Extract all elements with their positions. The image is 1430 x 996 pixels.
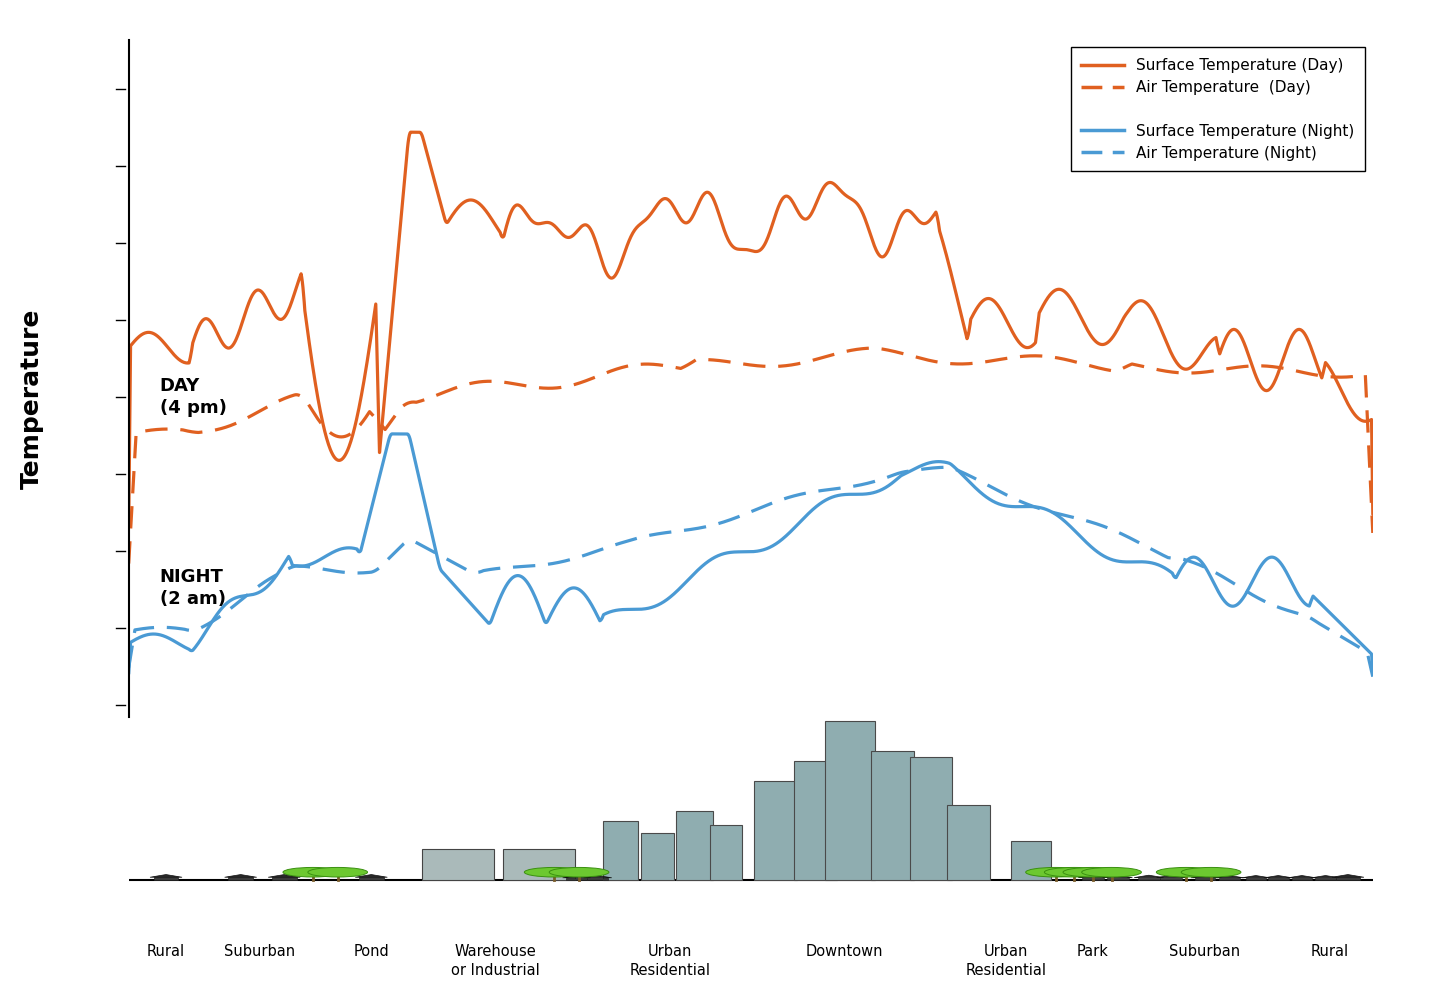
Bar — [1220, 877, 1240, 880]
Circle shape — [1025, 868, 1085, 877]
Text: Downtown: Downtown — [805, 944, 882, 959]
Circle shape — [549, 868, 609, 877]
Polygon shape — [583, 875, 612, 877]
Text: Park: Park — [1077, 944, 1108, 959]
Polygon shape — [355, 874, 388, 877]
Bar — [153, 877, 179, 880]
Polygon shape — [1241, 875, 1270, 877]
Bar — [566, 877, 586, 880]
Text: Pond: Pond — [353, 944, 389, 959]
Bar — [272, 877, 296, 880]
Circle shape — [1081, 868, 1141, 877]
Bar — [755, 781, 797, 880]
Polygon shape — [1264, 875, 1293, 877]
Bar — [709, 825, 742, 880]
Polygon shape — [269, 874, 300, 877]
Text: Rural: Rural — [147, 944, 184, 959]
Circle shape — [1181, 868, 1241, 877]
Bar — [422, 849, 495, 880]
Bar — [1246, 877, 1266, 880]
Bar — [359, 877, 383, 880]
Text: Urban
Residential: Urban Residential — [965, 944, 1047, 978]
Text: NIGHT
(2 am): NIGHT (2 am) — [160, 568, 226, 608]
Text: DAY
(4 pm): DAY (4 pm) — [160, 376, 227, 417]
Polygon shape — [1216, 875, 1244, 877]
Bar — [503, 849, 575, 880]
Bar — [1336, 877, 1360, 880]
Polygon shape — [225, 874, 257, 877]
Polygon shape — [1078, 875, 1108, 877]
Text: Suburban: Suburban — [223, 944, 295, 959]
Bar — [588, 877, 608, 880]
Bar — [1194, 877, 1216, 880]
Bar — [947, 805, 990, 880]
Bar — [1316, 877, 1336, 880]
Text: Warehouse
or Industrial: Warehouse or Industrial — [452, 944, 541, 978]
Circle shape — [1157, 868, 1216, 877]
Legend: Surface Temperature (Day), Air Temperature  (Day), , Surface Temperature (Night): Surface Temperature (Day), Air Temperatu… — [1071, 48, 1366, 171]
Circle shape — [525, 868, 583, 877]
Text: Suburban: Suburban — [1170, 944, 1240, 959]
Bar — [1083, 877, 1104, 880]
Circle shape — [307, 868, 368, 877]
Bar — [641, 833, 674, 880]
Bar — [1107, 877, 1128, 880]
Polygon shape — [1103, 875, 1133, 877]
Circle shape — [1044, 868, 1104, 877]
Bar — [1011, 841, 1051, 880]
Circle shape — [1062, 868, 1123, 877]
Text: Rural: Rural — [1310, 944, 1348, 959]
Bar — [676, 811, 714, 880]
Bar — [794, 761, 837, 880]
Text: Temperature: Temperature — [20, 308, 43, 489]
Polygon shape — [1157, 875, 1185, 877]
Bar — [1291, 877, 1313, 880]
Bar — [1268, 877, 1288, 880]
Polygon shape — [1134, 875, 1164, 877]
Bar — [229, 877, 253, 880]
Bar — [1160, 877, 1183, 880]
Polygon shape — [1288, 875, 1316, 877]
Bar — [825, 721, 875, 880]
Polygon shape — [150, 874, 182, 877]
Bar — [909, 757, 952, 880]
Bar — [1138, 877, 1160, 880]
Polygon shape — [562, 875, 591, 877]
Polygon shape — [1311, 875, 1340, 877]
Bar — [871, 751, 914, 880]
Bar — [602, 821, 638, 880]
Polygon shape — [1331, 874, 1364, 877]
Polygon shape — [1191, 875, 1218, 877]
Text: Urban
Residential: Urban Residential — [629, 944, 711, 978]
Circle shape — [283, 868, 343, 877]
